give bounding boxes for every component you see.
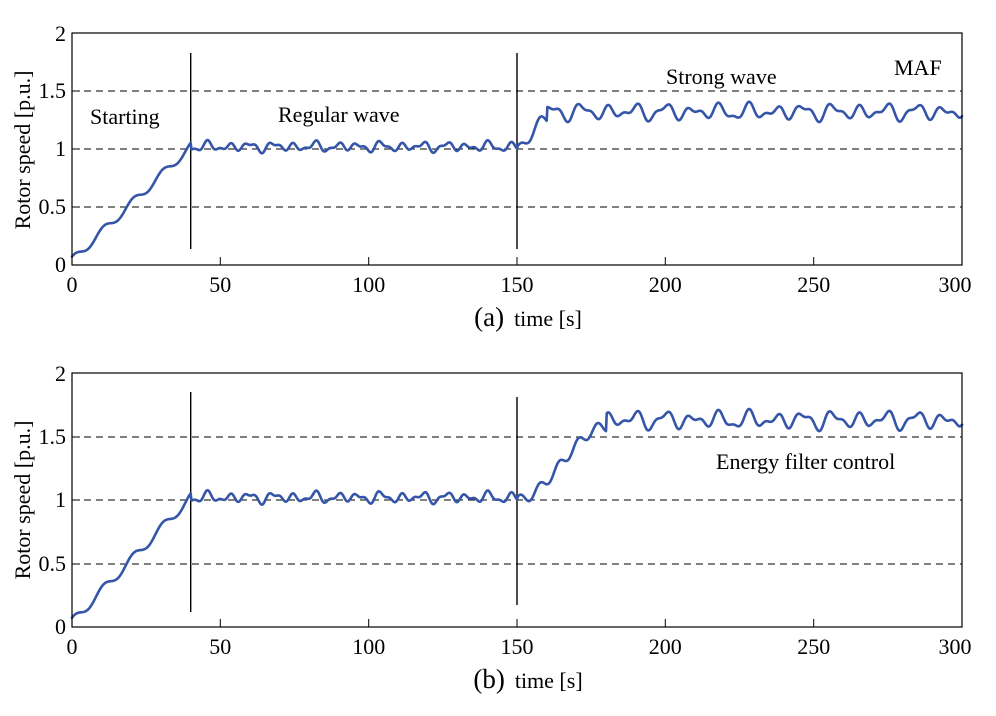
panel-a-x-ticks: 0 50 100 150 200 250 300 [67,257,972,297]
panel-b-xtick-label: 0 [67,634,78,659]
panel-a-xtick-label: 250 [797,272,830,297]
panel-a-ytick-label: 1 [55,136,66,161]
panel-a-ytick-label: 1.5 [39,78,67,103]
panel-a-annotation-strong-wave: Strong wave [666,64,777,89]
panel-a-xtick-label: 50 [209,272,231,297]
panel-b-ytick-label: 2 [55,361,66,386]
panel-a-xtick-label: 150 [501,272,534,297]
panel-b-annotation-energy-filter-control: Energy filter control [716,449,895,474]
panel-a-ytick-label: 0 [55,252,66,277]
panel-b-xtick-label: 300 [939,634,972,659]
panel-b-xtick-label: 150 [501,634,534,659]
panel-a-label: (a) [474,302,504,332]
panel-a-x-axis-label: time [s] [514,306,582,331]
panel-a-ytick-label: 0.5 [39,194,67,219]
panel-b-xtick-label: 50 [209,634,231,659]
panel-a-y-ticks: 0 0.5 1 1.5 2 [39,21,80,277]
panel-b-x-ticks: 0 50 100 150 200 250 300 [67,619,972,659]
panel-b-ytick-label: 1.5 [39,424,67,449]
panel-a-annotation-regular-wave: Regular wave [278,102,400,127]
panel-a-x-axis-caption: (a) time [s] [474,302,582,332]
panel-b-label: (b) [473,664,504,694]
panel-b-xtick-label: 250 [797,634,830,659]
panel-a-xtick-label: 100 [352,272,385,297]
panel-a-y-axis-label: Rotor speed [p.u.] [10,71,35,230]
panel-b: 0 0.5 1 1.5 2 0 50 100 150 200 250 300 R… [10,361,972,694]
panel-a-xtick-label: 200 [649,272,682,297]
panel-b-y-axis-label: Rotor speed [p.u.] [10,421,35,580]
panel-b-ytick-label: 0 [55,614,66,639]
panel-b-xtick-label: 200 [649,634,682,659]
panel-a-ytick-label: 2 [55,21,66,46]
panel-a-xtick-label: 0 [67,272,78,297]
panel-b-series-line [70,407,964,620]
panel-b-x-axis-label: time [s] [515,668,583,693]
panel-a-xtick-label: 300 [939,272,972,297]
panel-b-x-axis-caption: (b) time [s] [473,664,582,694]
panel-b-y-ticks: 0 0.5 1 1.5 2 [39,361,80,639]
panel-a-annotation-starting: Starting [90,104,160,129]
panel-a-annotation-maf: MAF [894,55,942,80]
panel-a-series-line [70,100,964,258]
panel-b-xtick-label: 100 [352,634,385,659]
panel-b-ytick-label: 1 [55,487,66,512]
panel-b-ytick-label: 0.5 [39,551,67,576]
panel-a: 0 0.5 1 1.5 2 0 50 100 150 200 250 300 R… [10,21,972,332]
